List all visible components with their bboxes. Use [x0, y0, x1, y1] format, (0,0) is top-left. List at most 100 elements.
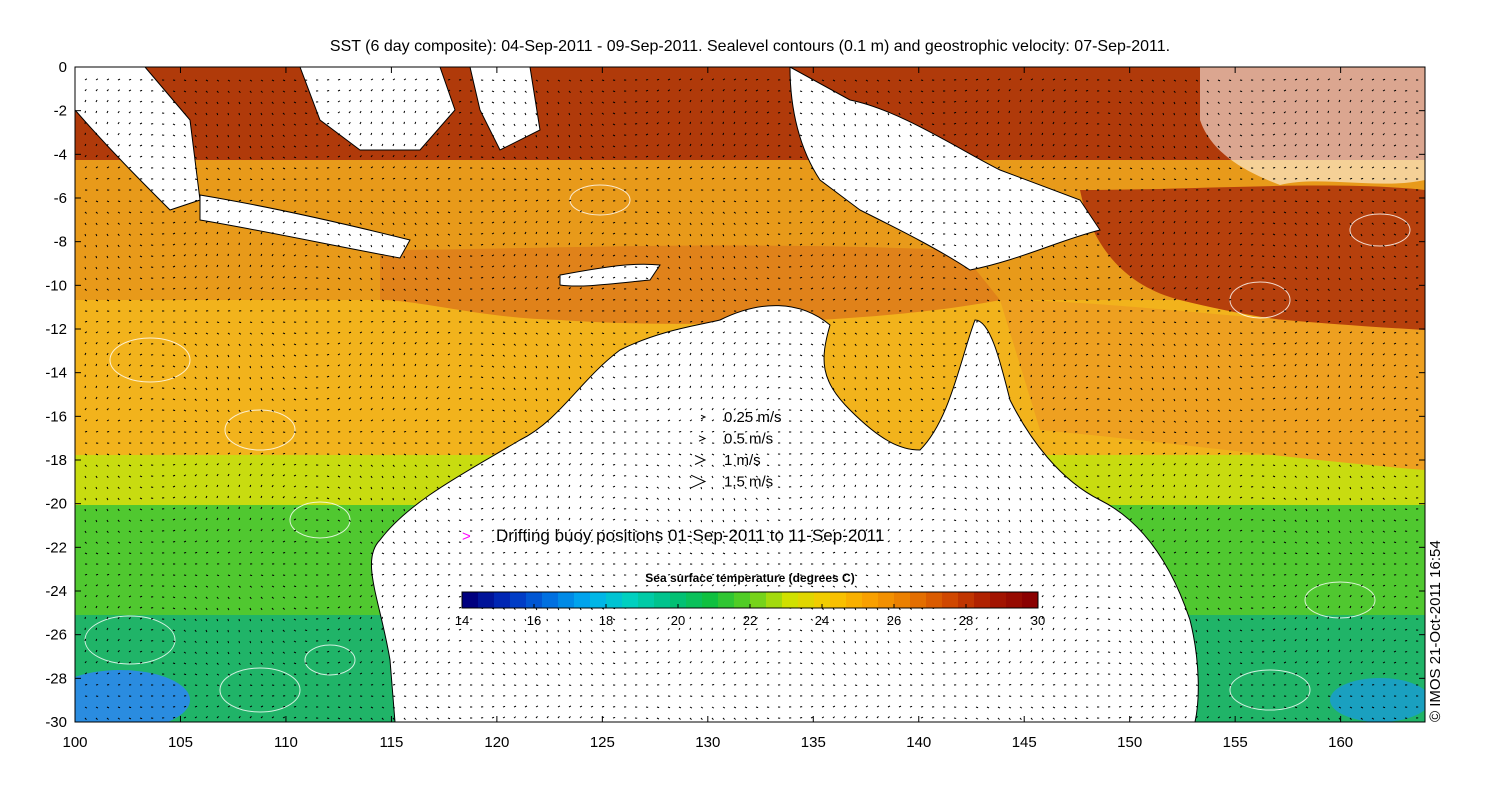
velocity-arrow: [447, 475, 451, 478]
velocity-arrow: [975, 211, 979, 214]
velocity-arrow: [964, 386, 968, 389]
velocity-arrow: [1030, 430, 1034, 433]
velocity-arrow: [1063, 342, 1067, 345]
velocity-arrow: [249, 264, 252, 268]
velocity-arrow: [1008, 233, 1011, 237]
velocity-arrow: [359, 233, 362, 237]
velocity-arrow: [799, 474, 803, 477]
velocity-arrow: [271, 123, 274, 127]
velocity-arrow: [799, 507, 803, 510]
velocity-arrow: [876, 431, 880, 434]
velocity-arrow: [821, 242, 824, 246]
velocity-arrow: [370, 99, 373, 103]
velocity-arrow: [744, 342, 748, 345]
velocity-arrow: [876, 134, 879, 138]
velocity-arrow: [1063, 166, 1067, 169]
velocity-arrow: [1393, 464, 1397, 467]
velocity-arrow: [1294, 497, 1297, 501]
velocity-arrow: [414, 211, 418, 214]
velocity-arrow: [1173, 420, 1177, 423]
velocity-arrow: [557, 463, 560, 466]
velocity-arrow: [1327, 277, 1330, 281]
velocity-arrow: [293, 156, 297, 159]
velocity-arrow: [139, 342, 143, 345]
velocity-arrow: [678, 396, 681, 400]
velocity-arrow: [260, 210, 264, 213]
velocity-arrow: [1338, 419, 1342, 422]
velocity-arrow: [1294, 200, 1298, 203]
velocity-arrow: [1173, 332, 1177, 335]
velocity-arrow: [964, 331, 968, 334]
velocity-arrow: [502, 398, 505, 401]
velocity-arrow: [821, 156, 825, 159]
velocity-arrow: [1184, 231, 1187, 235]
velocity-arrow: [326, 122, 330, 125]
velocity-arrow: [128, 364, 131, 367]
velocity-arrow: [249, 365, 252, 369]
velocity-arrow: [95, 299, 99, 302]
velocity-arrow: [1316, 352, 1319, 356]
velocity-arrow: [392, 430, 396, 433]
velocity-arrow: [810, 243, 814, 246]
velocity-arrow: [1382, 111, 1385, 114]
velocity-arrow: [590, 518, 593, 521]
velocity-arrow: [1382, 166, 1386, 169]
velocity-arrow: [744, 177, 748, 180]
velocity-arrow: [1030, 464, 1033, 467]
velocity-arrow: [1118, 474, 1122, 477]
velocity-arrow: [458, 519, 462, 522]
velocity-arrow: [172, 354, 176, 357]
velocity-arrow: [1052, 419, 1056, 422]
velocity-arrow: [282, 123, 285, 126]
velocity-arrow: [1393, 122, 1397, 125]
velocity-arrow: [1294, 385, 1297, 389]
velocity-arrow: [1206, 242, 1209, 246]
velocity-arrow: [381, 464, 384, 467]
velocity-arrow: [909, 452, 913, 455]
velocity-arrow: [832, 210, 836, 213]
velocity-arrow: [1228, 463, 1232, 466]
velocity-arrow: [260, 231, 263, 235]
velocity-arrow: [260, 463, 263, 466]
velocity-arrow: [513, 463, 517, 466]
velocity-arrow: [1360, 233, 1363, 237]
velocity-arrow: [854, 178, 858, 181]
velocity-arrow: [106, 233, 109, 237]
velocity-arrow: [1228, 507, 1231, 510]
velocity-arrow: [667, 200, 671, 203]
velocity-arrow: [1151, 365, 1154, 369]
velocity-arrow: [1052, 508, 1055, 512]
velocity-arrow: [1162, 178, 1166, 181]
velocity-arrow: [1052, 200, 1056, 203]
velocity-arrow: [1162, 231, 1165, 235]
velocity-arrow: [733, 143, 736, 147]
velocity-arrow: [392, 277, 395, 281]
velocity-arrow: [1118, 409, 1122, 412]
velocity-arrow: [447, 397, 451, 400]
velocity-arrow: [1195, 79, 1199, 82]
velocity-arrow: [975, 144, 978, 147]
velocity-arrow: [403, 166, 407, 169]
velocity-arrow: [425, 155, 428, 158]
velocity-arrow: [1030, 266, 1033, 270]
velocity-arrow: [645, 233, 649, 236]
velocity-arrow: [1063, 374, 1066, 378]
velocity-arrow: [139, 155, 143, 158]
velocity-arrow: [502, 123, 505, 126]
velocity-arrow: [513, 354, 516, 358]
velocity-arrow: [95, 341, 98, 345]
velocity-arrow: [128, 419, 132, 422]
velocity-arrow: [1239, 343, 1243, 346]
velocity-arrow: [1195, 287, 1198, 290]
velocity-arrow: [975, 89, 979, 92]
velocity-arrow: [117, 497, 120, 501]
velocity-arrow: [810, 276, 814, 279]
velocity-arrow: [216, 134, 219, 138]
velocity-arrow: [1162, 473, 1165, 477]
velocity-arrow: [601, 265, 605, 268]
velocity-arrow: [865, 90, 868, 94]
velocity-arrow: [612, 211, 616, 213]
velocity-arrow: [1008, 222, 1011, 226]
velocity-arrow: [1371, 363, 1374, 367]
velocity-arrow: [370, 211, 374, 214]
